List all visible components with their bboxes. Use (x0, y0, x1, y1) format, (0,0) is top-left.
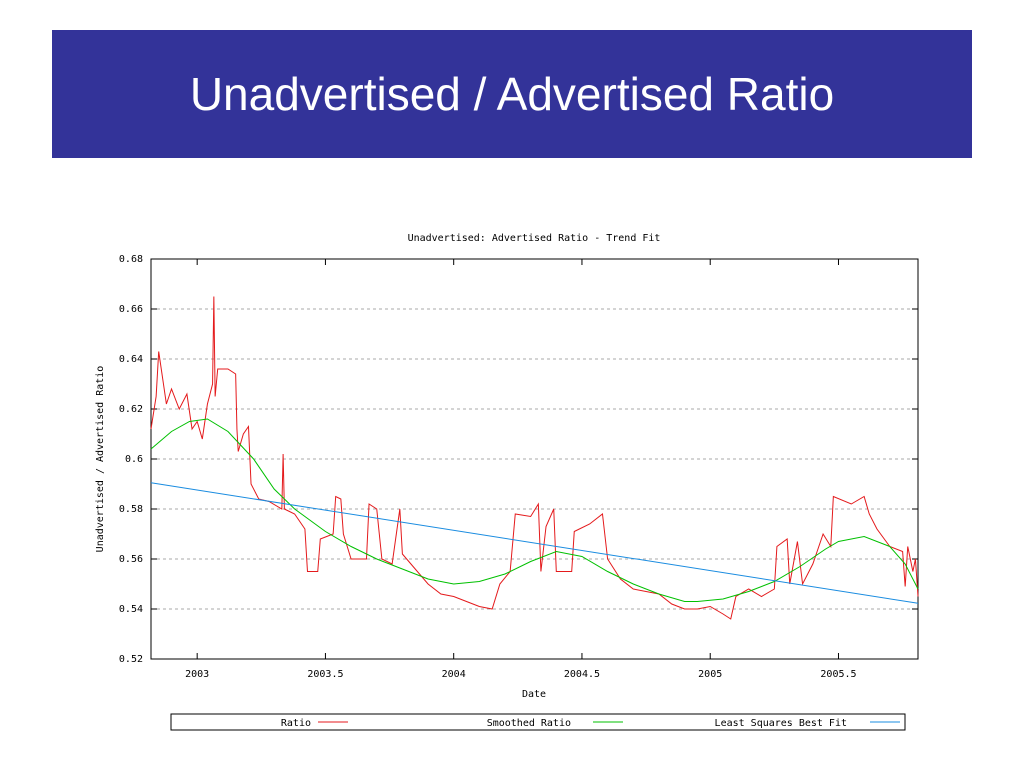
x-tick-label: 2005 (698, 669, 722, 680)
legend-label: Smoothed Ratio (487, 718, 571, 729)
legend-label: Least Squares Best Fit (715, 718, 847, 729)
legend-label: Ratio (281, 718, 311, 729)
series-line (150, 482, 919, 604)
chart-title: Unadvertised: Advertised Ratio - Trend F… (408, 233, 661, 244)
plot-frame (150, 258, 919, 660)
series-line (150, 418, 919, 602)
x-tick-label: 2003 (185, 669, 209, 680)
series-line (150, 296, 919, 620)
slide-title: Unadvertised / Advertised Ratio (189, 68, 835, 120)
y-axis-label: Unadvertised / Advertised Ratio (95, 366, 106, 553)
y-tick-label: 0.68 (119, 254, 143, 265)
x-tick-label: 2005.5 (820, 669, 856, 680)
x-tick-label: 2004.5 (564, 669, 600, 680)
y-tick-label: 0.58 (119, 504, 143, 515)
y-tick-label: 0.62 (119, 404, 143, 415)
x-tick-label: 2003.5 (307, 669, 343, 680)
x-tick-label: 2004 (442, 669, 466, 680)
title-banner: Unadvertised / Advertised Ratio (52, 30, 972, 158)
y-tick-label: 0.56 (119, 554, 143, 565)
x-axis-label: Date (522, 689, 546, 700)
y-tick-label: 0.54 (119, 604, 143, 615)
legend-box (170, 713, 906, 731)
y-tick-label: 0.6 (125, 454, 143, 465)
y-tick-label: 0.64 (119, 354, 143, 365)
y-tick-label: 0.66 (119, 304, 143, 315)
y-tick-label: 0.52 (119, 654, 143, 665)
